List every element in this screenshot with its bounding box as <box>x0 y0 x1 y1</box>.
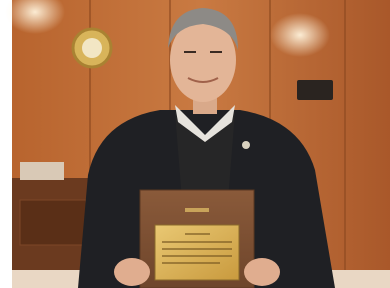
page-body: {} <box>0 0 390 288</box>
hand <box>114 258 150 286</box>
lapel-pin <box>242 141 250 149</box>
ceiling-light <box>270 13 330 57</box>
hand <box>244 258 280 286</box>
plaque <box>140 190 254 288</box>
plaque-plate <box>155 225 239 280</box>
plaque-label <box>185 208 209 212</box>
page: Photo html, body { margin: 0; padding: 0… <box>0 0 390 288</box>
emblem <box>73 29 111 67</box>
wall-speaker <box>297 80 333 100</box>
photo <box>0 0 390 288</box>
